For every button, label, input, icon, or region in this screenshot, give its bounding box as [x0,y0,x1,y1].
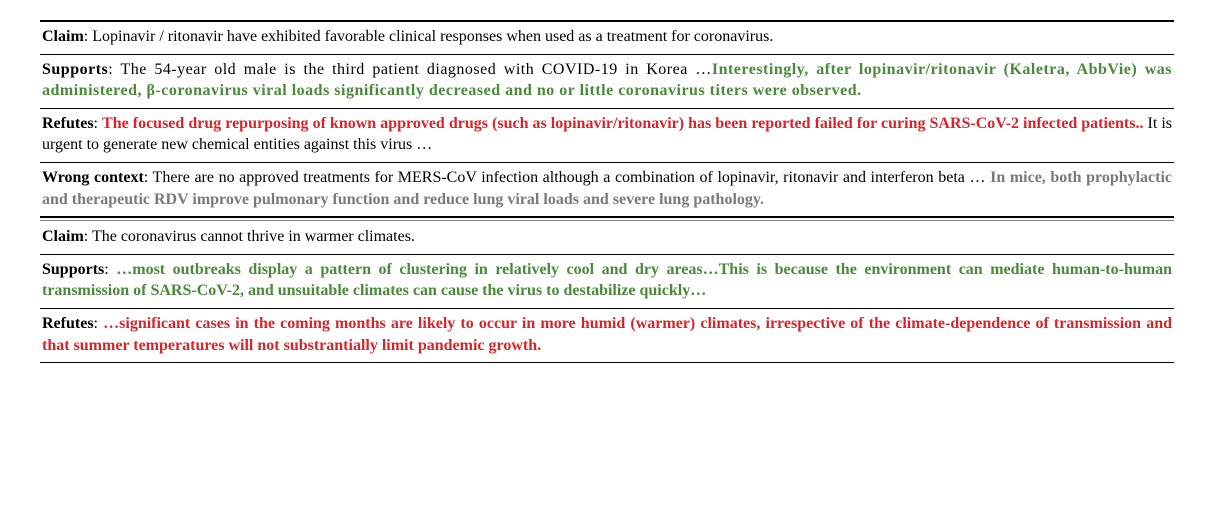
claim-text: Lopinavir / ritonavir have exhibited fav… [92,28,773,45]
refutes-label: Refutes [42,315,94,332]
supports-highlight: …most outbreaks display a pattern of clu… [42,261,1172,300]
refutes-label: Refutes [42,115,94,132]
wrong-context-label: Wrong context [42,169,144,186]
wrong-context-row: Wrong context: There are no approved tre… [40,162,1174,216]
wrong-context-prefix: There are no approved treatments for MER… [153,169,986,186]
refutes-row: Refutes: …significant cases in the comin… [40,308,1174,363]
supports-label: Supports [42,61,108,78]
evidence-table: Claim: Lopinavir / ritonavir have exhibi… [40,20,1174,363]
claim-text: The coronavirus cannot thrive in warmer … [92,228,415,245]
supports-prefix: The 54-year old male is the third patien… [120,61,711,78]
refutes-row: Refutes: The focused drug repurposing of… [40,108,1174,162]
supports-label: Supports [42,261,104,278]
claim-row: Claim: Lopinavir / ritonavir have exhibi… [40,20,1174,54]
claim-label: Claim [42,28,84,45]
claim-label: Claim [42,228,84,245]
refutes-highlight: …significant cases in the coming months … [42,315,1172,354]
supports-row: Supports: The 54-year old male is the th… [40,54,1174,108]
refutes-highlight: The focused drug repurposing of known ap… [102,115,1143,132]
claim-row: Claim: The coronavirus cannot thrive in … [40,216,1174,254]
supports-row: Supports: …most outbreaks display a patt… [40,254,1174,308]
